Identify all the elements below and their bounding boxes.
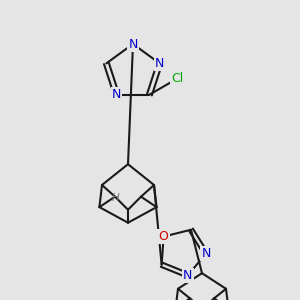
Text: N: N <box>128 38 138 50</box>
Text: N: N <box>112 88 121 101</box>
Text: H: H <box>112 193 120 203</box>
Text: Cl: Cl <box>171 72 183 85</box>
Text: N: N <box>183 269 193 282</box>
Text: O: O <box>159 230 169 243</box>
Text: N: N <box>155 57 164 70</box>
Text: N: N <box>201 247 211 260</box>
